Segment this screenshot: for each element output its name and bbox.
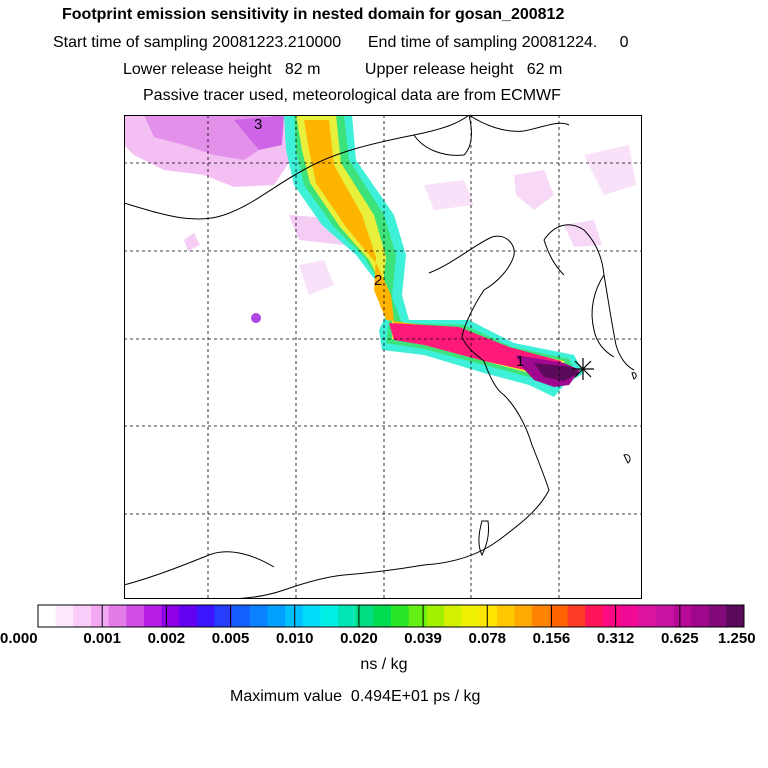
colorbar-segment — [196, 605, 215, 627]
colorbar-segment — [285, 605, 304, 627]
colorbar-segment — [708, 605, 727, 627]
colorbar-segment — [585, 605, 604, 627]
colorbar-segment — [179, 605, 198, 627]
colorbar-segment — [514, 605, 533, 627]
colorbar-segment — [549, 605, 568, 627]
colorbar-segment — [602, 605, 621, 627]
colorbar-segment — [620, 605, 639, 627]
trajectory-marker-1: 1 — [516, 353, 524, 370]
footprint-map: 1 2 3 — [124, 115, 642, 599]
colorbar-segment — [143, 605, 163, 627]
colorbar-segment — [373, 605, 392, 627]
map-grid — [124, 115, 642, 599]
colorbar — [37, 604, 745, 628]
colorbar-segment — [249, 605, 268, 627]
colorbar-tick-label: 0.039 — [404, 630, 442, 647]
colorbar-segment — [443, 605, 463, 627]
colorbar-segment — [320, 605, 339, 627]
colorbar-segment — [338, 605, 357, 627]
colorbar-segment — [726, 605, 745, 627]
colorbar-segment — [638, 605, 657, 627]
colorbar-segment — [408, 605, 427, 627]
colorbar-segment — [126, 605, 145, 627]
colorbar-segment — [73, 605, 92, 627]
colorbar-segment — [90, 605, 110, 627]
tracer-info-line: Passive tracer used, meteorological data… — [143, 87, 561, 104]
colorbar-tick-label: 0.002 — [147, 630, 186, 647]
colorbar-segment — [55, 605, 74, 627]
colorbar-segment — [691, 605, 710, 627]
colorbar-segment — [108, 605, 127, 627]
colorbar-segment — [38, 605, 57, 627]
star-icon — [572, 358, 594, 380]
colorbar-segment — [567, 605, 586, 627]
colorbar-segment — [479, 605, 498, 627]
colorbar-segment — [673, 605, 692, 627]
maximum-value: Maximum value 0.494E+01 ps / kg — [230, 688, 481, 705]
coastlines — [124, 115, 637, 599]
colorbar-tick-label: 1.250 — [718, 630, 756, 647]
colorbar-segment — [161, 605, 180, 627]
colorbar-segment — [355, 605, 374, 627]
colorbar-tick-label: 0.005 — [211, 630, 250, 647]
emission-plume — [284, 115, 584, 397]
colorbar-tick-label: 0.001 — [83, 630, 121, 647]
trajectory-marker-3: 3 — [254, 116, 262, 133]
colorbar-segment — [496, 605, 516, 627]
release-height-line: Lower release height 82 m Upper release … — [123, 61, 563, 78]
colorbar-tick-label: 0.078 — [468, 630, 507, 647]
colorbar-tick-label: 0.000 — [0, 630, 38, 647]
plot-title: Footprint emission sensitivity in nested… — [62, 6, 565, 23]
colorbar-tick-label: 0.625 — [661, 630, 699, 647]
colorbar-unit: ns / kg — [360, 656, 408, 673]
colorbar-segment — [214, 605, 233, 627]
colorbar-segment — [302, 605, 321, 627]
colorbar-frame — [37, 604, 745, 628]
colorbar-segment — [267, 605, 286, 627]
colorbar-tick-label: 0.312 — [596, 630, 635, 647]
colorbar-segment — [655, 605, 674, 627]
colorbar-segment — [461, 605, 480, 627]
colorbar-tick-label: 0.156 — [532, 630, 571, 647]
colorbar-tick-label: 0.010 — [275, 630, 314, 647]
trajectory-marker-2: 2 — [374, 272, 382, 289]
colorbar-segment — [532, 605, 551, 627]
colorbar-segment — [232, 605, 251, 627]
sampling-time-line: Start time of sampling 20081223.210000 E… — [53, 34, 629, 51]
colorbar-tick-label: 0.020 — [340, 630, 378, 647]
colorbar-segment — [426, 605, 445, 627]
colorbar-segment — [391, 605, 410, 627]
